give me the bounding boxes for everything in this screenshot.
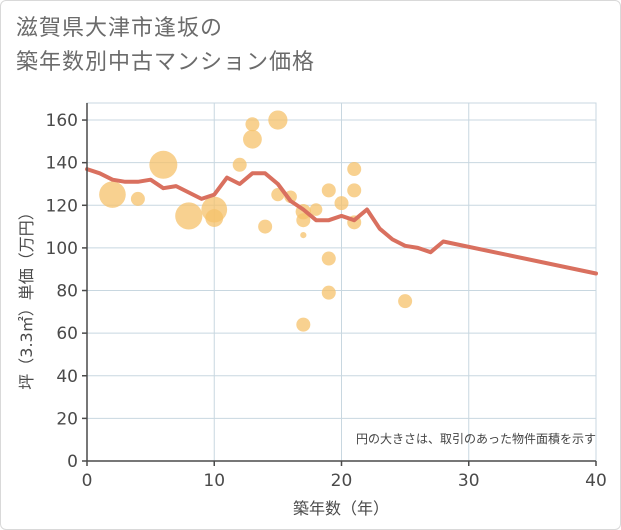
- title-line-1: 滋賀県大津市逢坂の: [16, 16, 224, 41]
- bubble-series: [99, 110, 413, 332]
- trend-line: [85, 167, 598, 276]
- x-tick-label: 20: [331, 471, 353, 491]
- bubble-point: [245, 117, 260, 132]
- bubble-size-note: 円の大きさは、取引のあった物件面積を示す: [356, 431, 596, 446]
- bubble-point: [99, 181, 126, 208]
- bubble-point: [296, 213, 311, 228]
- y-tick-label: 60: [56, 324, 78, 344]
- x-tick-label: 10: [203, 471, 225, 491]
- bubble-point: [347, 183, 362, 198]
- bubble-point: [296, 317, 311, 332]
- y-tick-label: 20: [56, 409, 78, 429]
- title-line-2: 築年数別中古マンション価格: [16, 50, 316, 75]
- y-tick-label: 140: [46, 154, 78, 174]
- bubble-point: [398, 294, 413, 309]
- bubble-point: [300, 232, 307, 239]
- x-tick-label: 0: [82, 471, 93, 491]
- y-tick-label: 80: [56, 282, 78, 302]
- y-tick-label: 100: [46, 239, 78, 259]
- y-tick-label: 120: [46, 196, 78, 216]
- bubble-point: [232, 157, 247, 172]
- bubble-point: [309, 203, 323, 216]
- chart-title: 滋賀県大津市逢坂の 築年数別中古マンション価格: [16, 12, 315, 80]
- y-axis-label: 坪（3.3㎡）単価（万円）: [17, 204, 36, 389]
- bubble-point: [321, 285, 336, 300]
- bubble-point: [321, 183, 336, 198]
- bubble-point: [175, 202, 203, 230]
- trend-line-series: [85, 167, 598, 276]
- x-axis-label: 築年数（年）: [293, 499, 389, 518]
- y-tick-label: 40: [56, 367, 78, 387]
- y-tick-label: 0: [67, 452, 78, 472]
- x-tick-label: 40: [585, 471, 607, 491]
- bubble-point: [321, 251, 336, 266]
- bubble-point: [149, 150, 178, 179]
- bubble-point: [268, 110, 288, 130]
- tick-labels: 0 10 20 30 40 0 20 40 60 80 100 120 140 160: [46, 111, 607, 491]
- bubble-point: [258, 219, 273, 234]
- bubble-point: [205, 209, 224, 227]
- bubble-point: [130, 191, 145, 206]
- x-tick-label: 30: [458, 471, 480, 491]
- bubble-point: [334, 196, 349, 211]
- bubble-point: [243, 129, 262, 149]
- y-tick-label: 160: [46, 111, 78, 131]
- bubble-point: [347, 162, 362, 177]
